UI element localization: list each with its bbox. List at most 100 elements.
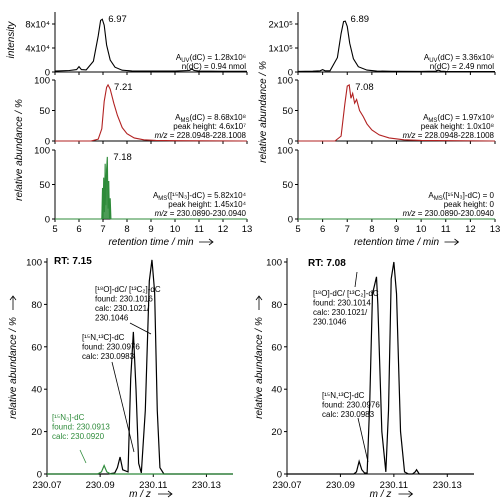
ms-left-series-line-1 [47, 463, 233, 475]
bl-ms-xtick-label-0: 5 [52, 224, 57, 235]
ms-left-ylabel: relative abundance / % [8, 317, 19, 419]
br-ms-xtick-label-5: 10 [416, 224, 427, 235]
ms-left-annotation-2-line-0: [¹⁵N₃]-dC [52, 413, 85, 422]
tl-ms-annotation-0: AMS(dC) = 8.68x10⁸ [175, 113, 246, 124]
bl-ms-xtick-label-6: 11 [194, 224, 204, 235]
ms-right-annotation-0-line-0: [¹⁸O]-dC/ [¹³C₂]-dC [313, 289, 379, 298]
ms-right-ylabel-arrow [255, 295, 263, 310]
right-ms-ylabel: relative abundance / % [258, 61, 269, 163]
mr-ms-annotation-0: AMS(dC) = 1.97x10⁹ [423, 113, 494, 124]
ms-left-ylabel-arrow [9, 295, 17, 310]
br-ms-annotation-1: peak height: 0 [444, 200, 495, 209]
ms-left-xtick-label-1: 230.09 [86, 480, 115, 491]
bl-ms-ytick-label-0: 0 [45, 215, 50, 226]
ms-left-leader-2 [79, 449, 87, 464]
ms-left-annotation-0-line-1: found: 230.1016 [95, 295, 153, 304]
ms-left-xtick-label-0: 230.07 [32, 480, 61, 491]
ms-left-annotation-0-line-2: calc: 230.1021/ [95, 304, 150, 313]
tl-uv-ylabel: intensity [6, 21, 17, 59]
ms-left-annotation-2-line-1: found: 230.0913 [52, 423, 110, 432]
ms-left-xlabel-arrow [158, 490, 173, 498]
bl-ms-ytick-label-2: 100 [34, 146, 50, 157]
br-ms-xtick-label-7: 12 [465, 224, 476, 235]
mr-ms-annotation-2: m/z = 228.0948-228.1008 [403, 131, 495, 140]
ms-left-ytick-label-5: 100 [26, 258, 42, 269]
ms-right-ytick-label-2: 40 [271, 385, 282, 396]
tr-uv-ytick-label-0: 0 [288, 68, 293, 79]
mr-ms-ytick-label-0: 0 [288, 137, 293, 148]
bl-ms-xlabel-arrow [199, 238, 214, 246]
bl-ms-annotation-2: m/z = 230.0890-230.0940 [155, 209, 247, 218]
br-ms-xtick-label-6: 11 [441, 224, 451, 235]
br-ms-xtick-label-4: 9 [394, 224, 399, 235]
bl-ms-annotation-0: AMS([¹⁵N₃]-dC) = 5.82x10⁴ [153, 191, 247, 202]
ms-right-xtick-label-0: 230.07 [272, 480, 301, 491]
ms-left-ytick-label-4: 80 [31, 300, 42, 311]
br-ms-xtick-label-2: 7 [345, 224, 350, 235]
ms-right-series-line-0 [287, 261, 474, 475]
tl-uv-annotation-0: AUV(dC) = 1.28x10⁶ [176, 53, 246, 64]
br-ms-xlabel: retention time / min [354, 237, 439, 248]
tl-uv-peak-label: 6.97 [108, 14, 127, 25]
ms-right-annotation-1-line-0: [¹⁵N,¹³C]-dC [322, 391, 365, 400]
ms-left-ytick-label-0: 0 [37, 470, 42, 481]
tr-uv-annotation-0: AUV(dC) = 3.36x10⁶ [424, 53, 494, 64]
ms-right-xlabel: m / z [370, 489, 392, 500]
ms-left-xtick-label-3: 230.13 [192, 480, 221, 491]
ms-right-annotation-0-line-2: calc: 230.1021/ [313, 308, 368, 317]
tr-uv-ytick-label-2: 2x10⁵ [268, 20, 293, 31]
tl-uv-ytick-label-0: 0 [45, 68, 50, 79]
tr-uv-peak-label: 6.89 [351, 14, 370, 25]
bl-ms-xtick-label-4: 9 [148, 224, 153, 235]
ms-right-ytick-label-0: 0 [277, 470, 282, 481]
br-ms-ytick-label-1: 50 [282, 180, 293, 191]
br-ms-annotation-0: AMS([¹⁵N₃]-dC) = 0 [428, 191, 494, 202]
ms-left-annotation-1-line-1: found: 230.0976 [82, 343, 140, 352]
mr-ms-annotation-1: peak height: 1.0x10⁸ [421, 122, 494, 131]
bl-ms-xtick-label-8: 13 [242, 224, 253, 235]
br-ms-xlabel-arrow [444, 238, 460, 246]
bl-ms-ytick-label-1: 50 [39, 180, 50, 191]
tl-ms-annotation-1: peak height: 4.6x10⁷ [173, 122, 246, 131]
ms-right-leader-0 [354, 271, 358, 288]
ms-right-ytick-label-4: 80 [271, 300, 282, 311]
br-ms-xtick-label-1: 6 [320, 224, 325, 235]
ms-right-annotation-0-line-3: 230.1046 [313, 318, 347, 327]
tl-ms-ytick-label-0: 0 [45, 137, 50, 148]
ms-right-title: RT: 7.08 [308, 258, 346, 269]
br-ms-ytick-label-0: 0 [288, 215, 293, 226]
tl-ms-peak-label: 7.21 [114, 82, 133, 93]
bl-ms-series-line-0 [55, 156, 247, 220]
mr-ms-ytick-label-2: 100 [277, 76, 293, 87]
ms-left-series-line-0 [47, 259, 233, 475]
ms-right-xtick-label-2: 230.11 [380, 480, 408, 491]
ms-right-xlabel-arrow [398, 490, 414, 498]
ms-left-annotation-0-line-0: [¹⁸O]-dC/ [¹³C₂]-dC [95, 285, 161, 294]
mr-ms-ytick-label-1: 50 [282, 106, 293, 117]
ms-right-annotation-1-line-1: found: 230.0976 [322, 401, 380, 410]
tl-uv-annotation-1: n(dC) = 0.94 nmol [182, 62, 246, 71]
ms-left-xtick-label-2: 230.11 [139, 480, 167, 491]
left-ms-ylabel: relative abundance / % [14, 99, 25, 201]
tr-uv-series-line-0 [297, 20, 495, 73]
ms-left-ytick-label-3: 60 [31, 342, 42, 353]
bl-ms-xtick-label-2: 7 [100, 224, 105, 235]
tl-ms-ytick-label-1: 50 [39, 106, 50, 117]
ms-left-annotation-1-line-2: calc: 230.0983 [82, 352, 135, 361]
ms-right-leader-1 [357, 417, 369, 463]
ms-left-xlabel: m / z [129, 489, 151, 500]
br-ms-xtick-label-8: 13 [490, 224, 500, 235]
tl-ms-series-line-0 [55, 83, 248, 142]
tr-uv-ytick-label-1: 1x10⁵ [268, 44, 293, 55]
tl-ms-annotation-2: m/z = 228.0948-228.1008 [155, 131, 247, 140]
ms-left-annotation-0-line-3: 230.1046 [95, 314, 129, 323]
tl-uv-ytick-label-2: 8x10⁴ [25, 20, 50, 31]
br-ms-xtick-label-3: 8 [369, 224, 374, 235]
tl-uv-series-line-0 [54, 18, 247, 72]
ms-right-xtick-label-3: 230.13 [433, 480, 462, 491]
bl-ms-xtick-label-7: 12 [218, 224, 229, 235]
ms-right-annotation-1-line-2: calc: 230.0983 [322, 410, 375, 419]
br-ms-annotation-2: m/z = 230.0890-230.0940 [403, 209, 495, 218]
ms-left-annotation-2-line-2: calc: 230.0920 [52, 432, 105, 441]
